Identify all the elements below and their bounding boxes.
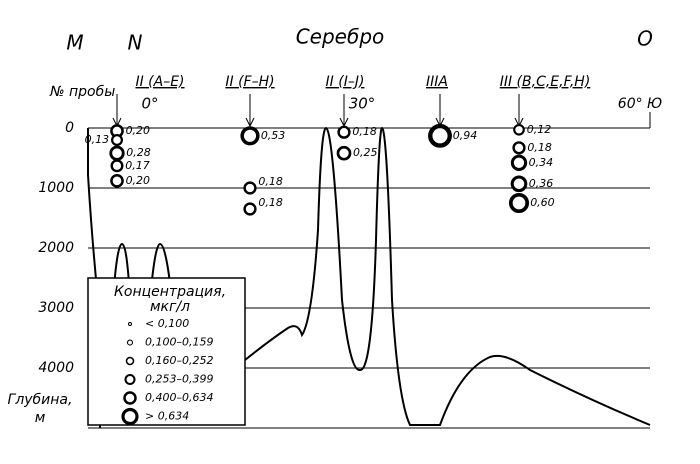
y-tick-label: 1000 xyxy=(38,180,74,196)
station-label: III (B,C,E,F,H) xyxy=(500,74,591,90)
sample-point xyxy=(243,181,257,195)
legend-symbol xyxy=(128,322,132,326)
sample-point xyxy=(110,159,124,173)
legend-symbol xyxy=(126,339,134,346)
value-label: 0,18 xyxy=(352,125,377,138)
legend-label: < 0,100 xyxy=(145,317,189,330)
sample-point xyxy=(109,145,125,161)
value-label: 0,13 xyxy=(85,133,110,146)
legend-symbol xyxy=(125,356,135,366)
corner-label: N xyxy=(128,31,143,55)
sample-point xyxy=(110,173,124,188)
legend-label: 0,253–0,399 xyxy=(145,373,213,386)
legend-label: > 0,634 xyxy=(145,410,189,423)
degree-label: 30° xyxy=(349,95,376,113)
legend-label: 0,160–0,252 xyxy=(145,354,213,367)
station-label: IIIA xyxy=(426,74,448,90)
sample-point xyxy=(428,123,452,148)
station-label: II (F–H) xyxy=(225,74,274,90)
sample-point xyxy=(240,126,260,146)
value-label: 0,20 xyxy=(126,124,150,137)
y-tick-label: 2000 xyxy=(38,240,74,256)
station-arrow-head xyxy=(245,117,255,128)
value-label: 0,34 xyxy=(529,156,554,169)
station-header: № пробы xyxy=(49,84,115,100)
y-tick-label: 3000 xyxy=(38,300,74,316)
value-label: 0,18 xyxy=(258,175,283,188)
value-label: 0,94 xyxy=(453,129,478,142)
legend-label: 0,100–0,159 xyxy=(145,336,213,349)
legend-symbol xyxy=(124,373,136,386)
sample-point xyxy=(513,123,525,136)
degree-label: 60° Ю xyxy=(618,96,662,112)
station-label: II (A–E) xyxy=(135,74,184,90)
legend-symbol xyxy=(121,407,139,426)
sample-point xyxy=(508,192,530,214)
value-label: 0,20 xyxy=(126,174,150,187)
value-label: 0,25 xyxy=(353,146,378,159)
sample-point xyxy=(510,175,528,193)
value-label: 0,18 xyxy=(258,196,283,209)
sample-point xyxy=(243,202,257,216)
value-label: 0,17 xyxy=(125,159,150,172)
legend-label: 0,400–0,634 xyxy=(145,391,213,404)
legend-box xyxy=(87,277,246,426)
legend-title: мкг/л xyxy=(150,299,190,315)
chart-title: Серебро xyxy=(296,25,385,49)
y-tick-label: 4000 xyxy=(38,360,74,376)
value-label: 0,18 xyxy=(527,141,552,154)
y-axis-title: м xyxy=(35,410,46,426)
y-tick-label: 0 xyxy=(65,120,74,136)
value-label: 0,60 xyxy=(530,196,555,209)
sample-point xyxy=(512,141,526,155)
sample-point xyxy=(336,145,352,161)
value-label: 0,36 xyxy=(529,177,554,190)
corner-label: O xyxy=(637,27,653,51)
sample-point xyxy=(337,125,351,139)
corner-label: M xyxy=(66,31,83,55)
degree-label: 0° xyxy=(141,95,158,113)
sample-point xyxy=(111,134,123,146)
value-label: 0,53 xyxy=(261,129,286,142)
y-axis-title: Глубина, xyxy=(8,392,73,408)
sample-point xyxy=(510,154,528,171)
value-label: 0,28 xyxy=(126,146,151,159)
value-label: 0,12 xyxy=(527,123,552,136)
station-label: II (I–J) xyxy=(326,74,365,90)
legend-symbol xyxy=(123,391,137,405)
legend-title: Концентрация, xyxy=(114,284,226,300)
